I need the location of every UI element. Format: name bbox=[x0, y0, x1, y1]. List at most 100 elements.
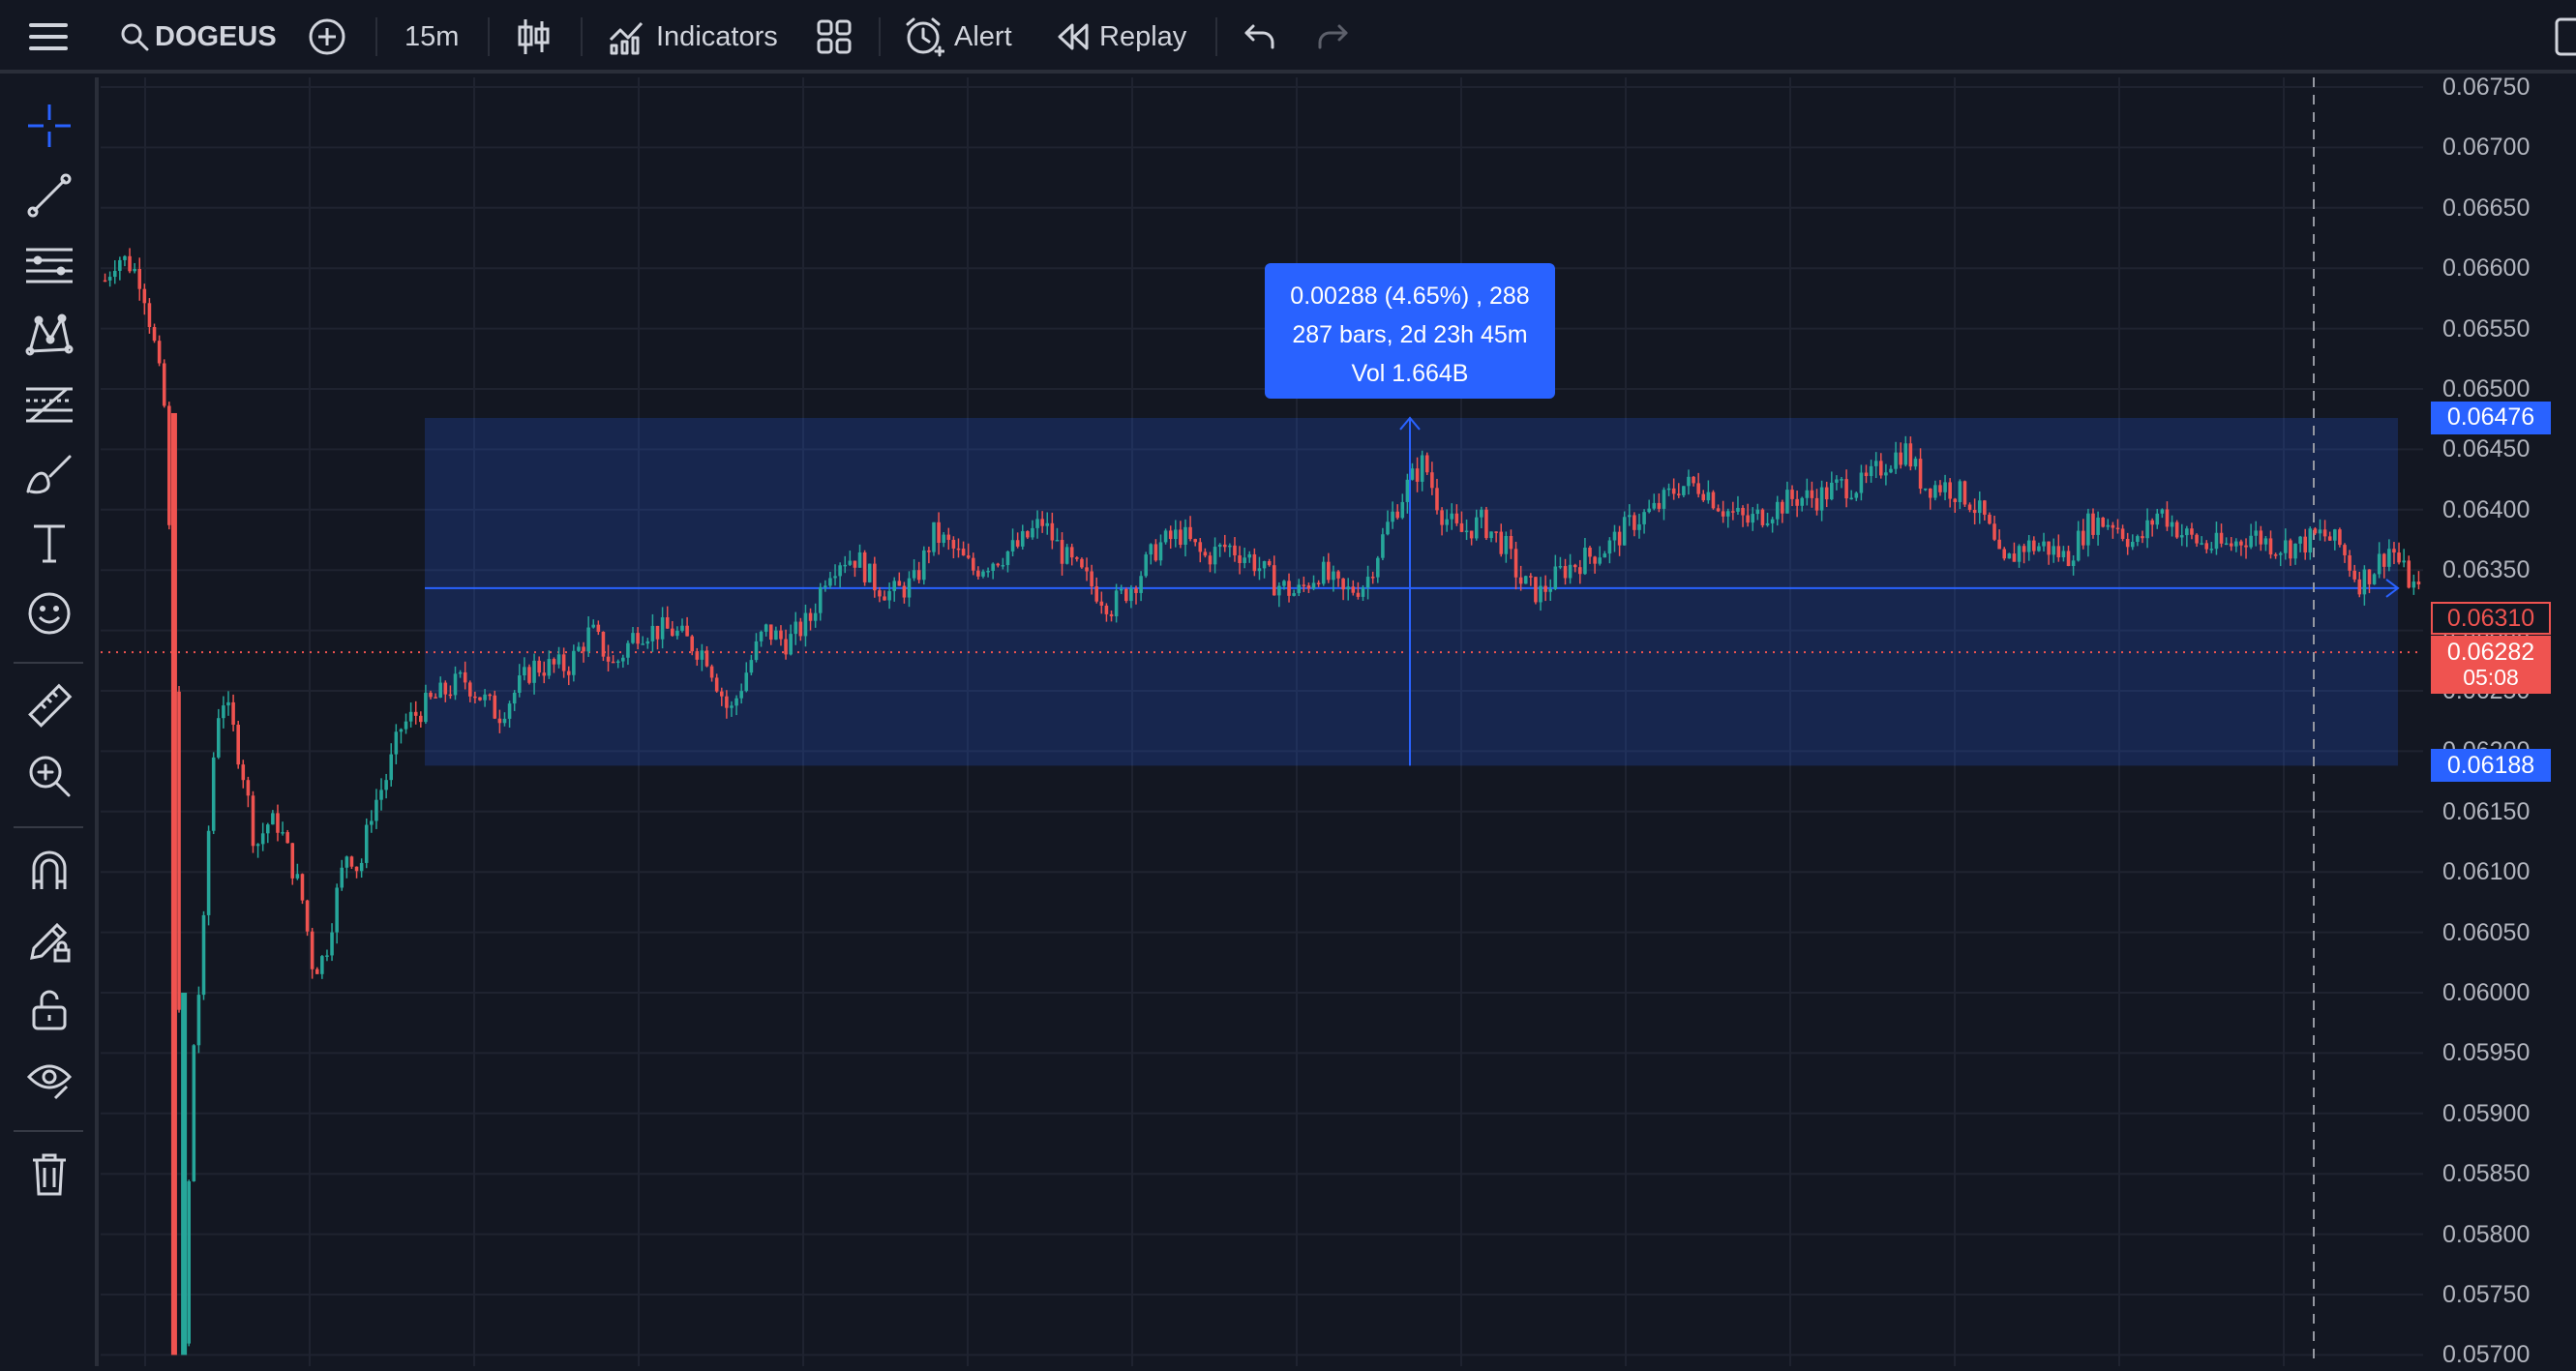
candle-body bbox=[883, 596, 886, 601]
candle-body bbox=[1819, 487, 1824, 511]
candle-body bbox=[1765, 522, 1770, 525]
candle-body bbox=[1746, 515, 1750, 523]
candle-body bbox=[434, 697, 437, 699]
candle-body bbox=[1977, 500, 1982, 514]
candle-body bbox=[1628, 515, 1632, 518]
candles-icon[interactable] bbox=[517, 0, 550, 74]
candle-body bbox=[1243, 557, 1246, 563]
candle-body bbox=[1179, 529, 1183, 546]
ruler-icon[interactable] bbox=[22, 679, 76, 733]
grid-lines bbox=[101, 77, 2423, 1366]
symbol-label: DOGEUS bbox=[155, 20, 277, 52]
candle-body bbox=[379, 790, 383, 800]
candle-body bbox=[902, 585, 907, 598]
pattern-icon[interactable] bbox=[22, 308, 76, 362]
candle-body bbox=[1119, 588, 1123, 591]
candle-body bbox=[1316, 582, 1321, 584]
menu-icon[interactable] bbox=[29, 0, 68, 74]
candle-body bbox=[211, 757, 216, 831]
candle-body bbox=[754, 641, 759, 661]
candle-body bbox=[2047, 541, 2051, 555]
candle-body bbox=[1603, 553, 1607, 558]
candle-body bbox=[325, 955, 329, 957]
candle-body bbox=[1055, 540, 1060, 542]
candle-body bbox=[725, 696, 729, 708]
horizontal-lines-icon[interactable] bbox=[22, 238, 76, 292]
candle-body bbox=[1035, 519, 1039, 528]
candle-body bbox=[2273, 554, 2278, 556]
candle-body bbox=[621, 657, 625, 662]
candle-body bbox=[1810, 490, 1814, 498]
candle-body bbox=[1238, 555, 1242, 563]
trash-icon[interactable] bbox=[22, 1147, 76, 1202]
candle-body bbox=[1598, 557, 1602, 564]
crosshair-icon[interactable] bbox=[22, 99, 76, 153]
candle-body bbox=[364, 824, 369, 863]
price-chart[interactable] bbox=[101, 77, 2423, 1366]
candle-body bbox=[838, 565, 842, 577]
text-icon[interactable] bbox=[22, 517, 76, 571]
measure-bars: 287 bars, 2d 23h 45m bbox=[1292, 321, 1528, 348]
indicators-button[interactable]: Indicators bbox=[608, 0, 778, 74]
candle-body bbox=[1410, 468, 1415, 480]
candle-body bbox=[1267, 561, 1272, 566]
candle-body bbox=[1948, 482, 1952, 499]
trend-line-icon[interactable] bbox=[22, 168, 76, 223]
layouts-icon[interactable] bbox=[817, 0, 852, 74]
candle-body bbox=[1203, 551, 1208, 556]
candle-body bbox=[1785, 490, 1789, 514]
candle-body bbox=[690, 636, 694, 652]
brush-icon[interactable] bbox=[22, 447, 76, 501]
measure-volume: Vol 1.664B bbox=[1351, 360, 1469, 387]
interval-button[interactable]: 15m bbox=[404, 0, 459, 74]
price-tick-label: 0.06550 bbox=[2442, 314, 2531, 343]
alert-button[interactable]: Alert bbox=[904, 0, 1012, 74]
candle-body bbox=[2392, 549, 2396, 553]
zoom-in-icon[interactable] bbox=[22, 749, 76, 803]
candle-body bbox=[315, 969, 319, 974]
candle-body bbox=[265, 824, 270, 834]
candle-body bbox=[1292, 593, 1296, 596]
undo-icon[interactable] bbox=[1243, 0, 1276, 74]
candle-body bbox=[1781, 501, 1784, 514]
candle-body bbox=[1657, 502, 1662, 509]
price-axis[interactable]: 0.06750 0.06700 0.06650 0.06600 0.06550 0.065… bbox=[2423, 74, 2576, 1368]
price-tick-label: 0.05950 bbox=[2442, 1039, 2531, 1067]
candle-body bbox=[527, 667, 531, 683]
candle-body bbox=[1943, 482, 1947, 492]
price-tick-label: 0.06100 bbox=[2442, 858, 2531, 886]
redo-icon[interactable] bbox=[1316, 0, 1349, 74]
fib-retracement-icon[interactable] bbox=[22, 377, 76, 432]
candle-body bbox=[1642, 512, 1646, 524]
candle-body bbox=[892, 581, 896, 591]
candle-body bbox=[932, 522, 936, 552]
range-arrow-right bbox=[2385, 579, 2400, 598]
eye-icon[interactable] bbox=[22, 1053, 76, 1107]
candle-body bbox=[764, 624, 768, 632]
candle-body bbox=[1217, 544, 1222, 548]
candle-body bbox=[1864, 472, 1869, 477]
add-symbol-icon[interactable] bbox=[308, 0, 346, 74]
indicators-label: Indicators bbox=[656, 20, 778, 52]
candle-body bbox=[1158, 542, 1163, 561]
magnet-icon[interactable] bbox=[22, 844, 76, 898]
candle-body bbox=[1878, 461, 1883, 476]
candle-body bbox=[1365, 577, 1370, 588]
emoji-icon[interactable] bbox=[22, 586, 76, 641]
candle-body bbox=[671, 628, 674, 637]
candle-body bbox=[1568, 564, 1573, 579]
candle-body bbox=[1637, 523, 1641, 530]
candle-body bbox=[991, 563, 995, 572]
replay-button[interactable]: Replay bbox=[1057, 0, 1186, 74]
candle-body bbox=[1972, 509, 1977, 514]
symbol-search-button[interactable]: DOGEUS bbox=[120, 0, 277, 74]
candle-body bbox=[695, 651, 700, 660]
chart-pane[interactable] bbox=[101, 77, 2423, 1366]
candle-body bbox=[2407, 560, 2411, 588]
lock-icon[interactable] bbox=[22, 983, 76, 1037]
candle-body bbox=[2052, 546, 2055, 555]
lock-drawings-icon[interactable] bbox=[22, 913, 76, 968]
candle-body bbox=[1647, 508, 1651, 513]
panel-toggle-icon[interactable] bbox=[2555, 0, 2576, 74]
candle-body bbox=[1459, 522, 1464, 532]
